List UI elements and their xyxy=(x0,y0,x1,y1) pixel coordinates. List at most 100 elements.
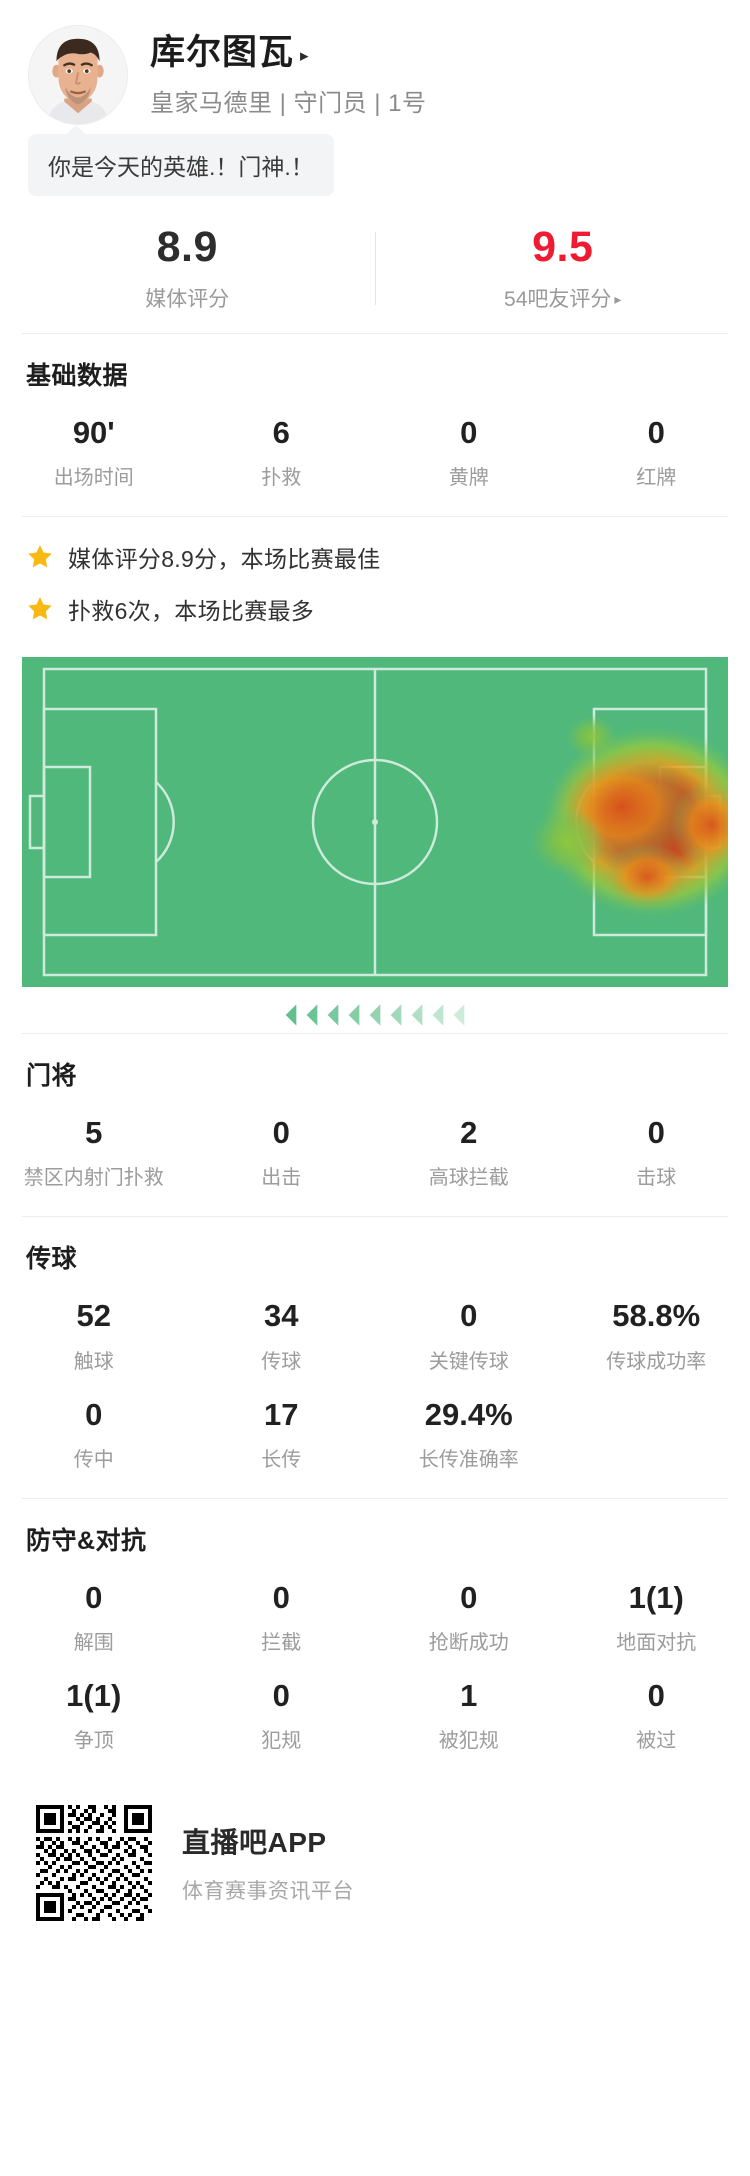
stat-label: 抢断成功 xyxy=(428,1631,509,1654)
highlights-list: 媒体评分8.9分，本场比赛最佳 扑救6次，本场比赛最多 xyxy=(0,517,750,651)
media-rating-block: 8.9 媒体评分 xyxy=(0,223,375,313)
stat-value: 0 xyxy=(647,415,665,451)
stat-value: 6 xyxy=(272,415,290,451)
stat-cell-empty xyxy=(563,1384,750,1482)
stat-label: 击球 xyxy=(636,1167,677,1190)
stat-label: 被犯规 xyxy=(438,1729,499,1752)
highlight-text: 扑救6次，本场比赛最多 xyxy=(68,598,315,625)
stat-label: 关键传球 xyxy=(428,1350,509,1373)
stat-cell: 17 长传 xyxy=(188,1384,376,1482)
stat-label: 红牌 xyxy=(636,467,677,490)
stat-cell: 0 击球 xyxy=(563,1102,750,1200)
section-divider xyxy=(22,1033,728,1035)
stat-cell: 0 拦截 xyxy=(188,1567,376,1665)
stat-value: 0 xyxy=(460,415,478,451)
heatmap-section xyxy=(0,651,750,1033)
stat-cell: 29.4% 长传准确率 xyxy=(375,1384,563,1482)
avatar[interactable] xyxy=(28,25,128,125)
stat-label: 犯规 xyxy=(261,1729,302,1752)
stat-grid-goalkeeper: 5 禁区内射门扑救 0 出击 2 高球拦截 0 击球 xyxy=(0,1096,750,1216)
quote-section: 你是今天的英雄.！门神.！ xyxy=(0,125,750,196)
media-rating-label: 媒体评分 xyxy=(145,283,229,313)
stat-cell: 90' 出场时间 xyxy=(0,402,188,500)
section-title-goalkeeper: 门将 xyxy=(26,1062,78,1091)
stat-label: 长传 xyxy=(261,1448,302,1471)
stat-cell: 58.8% 传球成功率 xyxy=(563,1285,750,1383)
player-name: 库尔图瓦 xyxy=(150,33,295,72)
stat-value: 0 xyxy=(460,1298,478,1334)
player-header: 库尔图瓦 ▸ 皇家马德里 | 守门员 | 1号 xyxy=(0,0,750,128)
highlight-row: 扑救6次，本场比赛最多 xyxy=(26,583,724,635)
stat-cell: 1 被犯规 xyxy=(375,1665,563,1763)
stat-cell: 1(1) 地面对抗 xyxy=(563,1567,750,1665)
stat-label: 黄牌 xyxy=(448,467,489,490)
stat-grid-basic: 90' 出场时间 6 扑救 0 黄牌 0 红牌 xyxy=(0,396,750,516)
stat-cell: 0 关键传球 xyxy=(375,1285,563,1383)
media-rating-value: 8.9 xyxy=(156,223,218,271)
fans-rating-label[interactable]: 54吧友评分 ▸ xyxy=(504,283,621,313)
qr-code[interactable] xyxy=(36,1804,152,1921)
stat-label: 高球拦截 xyxy=(428,1167,509,1190)
chevron-left-icon xyxy=(390,1004,402,1027)
stat-value: 0 xyxy=(85,1579,103,1615)
stat-label: 争顶 xyxy=(73,1729,114,1752)
stat-cell: 0 出击 xyxy=(188,1102,376,1200)
stat-label: 传中 xyxy=(73,1448,114,1471)
stat-value: 0 xyxy=(647,1677,665,1713)
stat-cell: 0 黄牌 xyxy=(375,402,563,500)
section-divider xyxy=(22,1497,728,1499)
stat-value: 0 xyxy=(647,1115,665,1151)
stat-label: 禁区内射门扑救 xyxy=(23,1167,164,1190)
chevron-left-icon xyxy=(432,1004,444,1027)
chevron-right-icon: ▸ xyxy=(300,45,309,65)
pitch-heatmap[interactable] xyxy=(22,657,728,988)
stat-label: 传球成功率 xyxy=(606,1350,707,1373)
fans-rating-value: 9.5 xyxy=(532,223,594,271)
stat-cell: 0 解围 xyxy=(0,1567,188,1665)
stat-cell: 1(1) 争顶 xyxy=(0,1665,188,1763)
stat-cell: 34 传球 xyxy=(188,1285,376,1383)
stat-cell: 0 被过 xyxy=(563,1665,750,1763)
highlight-row: 媒体评分8.9分，本场比赛最佳 xyxy=(26,531,724,583)
fans-rating-block[interactable]: 9.5 54吧友评分 ▸ xyxy=(376,223,750,313)
stat-cell: 6 扑救 xyxy=(188,402,376,500)
chevron-left-icon xyxy=(453,1004,465,1027)
stat-value: 5 xyxy=(85,1115,103,1151)
stat-label: 触球 xyxy=(73,1350,114,1373)
stat-label: 地面对抗 xyxy=(616,1631,697,1654)
stat-label: 解围 xyxy=(73,1631,114,1654)
stat-value: 0 xyxy=(272,1115,290,1151)
pitch-svg xyxy=(22,657,728,988)
stat-label: 出击 xyxy=(261,1167,302,1190)
stat-value: 1(1) xyxy=(628,1579,684,1615)
stat-grid-passing: 52 触球 34 传球 0 关键传球 58.8% 传球成功率 0 传中 17 长… xyxy=(0,1279,750,1497)
stat-label: 出场时间 xyxy=(53,467,134,490)
ratings-row: 8.9 媒体评分 9.5 54吧友评分 ▸ xyxy=(0,196,750,333)
section-divider xyxy=(22,333,728,335)
quote-bubble[interactable]: 你是今天的英雄.！门神.！ xyxy=(28,125,334,196)
stat-cell: 0 抢断成功 xyxy=(375,1567,563,1665)
stat-cell: 0 红牌 xyxy=(563,402,750,500)
app-footer: 直播吧APP 体育赛事资讯平台 xyxy=(0,1779,750,1921)
chevron-left-icon xyxy=(306,1004,318,1027)
stat-value: 0 xyxy=(460,1579,478,1615)
chevron-left-icon xyxy=(327,1004,339,1027)
stat-label: 拦截 xyxy=(261,1631,302,1654)
stat-value: 34 xyxy=(264,1298,299,1334)
section-title-passing: 传球 xyxy=(26,1245,78,1274)
fans-rating-label-text: 54吧友评分 xyxy=(504,288,612,312)
section-title-defense: 防守&对抗 xyxy=(26,1526,147,1555)
media-rating-label-text: 媒体评分 xyxy=(145,288,230,312)
stat-value: 17 xyxy=(264,1396,299,1432)
direction-arrows xyxy=(22,987,728,1033)
player-name-row[interactable]: 库尔图瓦 ▸ xyxy=(150,32,427,74)
star-icon xyxy=(28,597,52,620)
ratings-divider xyxy=(374,232,376,306)
stat-cell: 52 触球 xyxy=(0,1285,188,1383)
chevron-left-icon xyxy=(285,1004,297,1027)
player-details: 皇家马德里 | 守门员 | 1号 xyxy=(150,90,427,117)
stat-value: 1(1) xyxy=(66,1677,122,1713)
stat-value: 0 xyxy=(85,1396,103,1432)
stat-value: 58.8% xyxy=(612,1298,701,1334)
player-meta: 库尔图瓦 ▸ 皇家马德里 | 守门员 | 1号 xyxy=(150,32,427,118)
